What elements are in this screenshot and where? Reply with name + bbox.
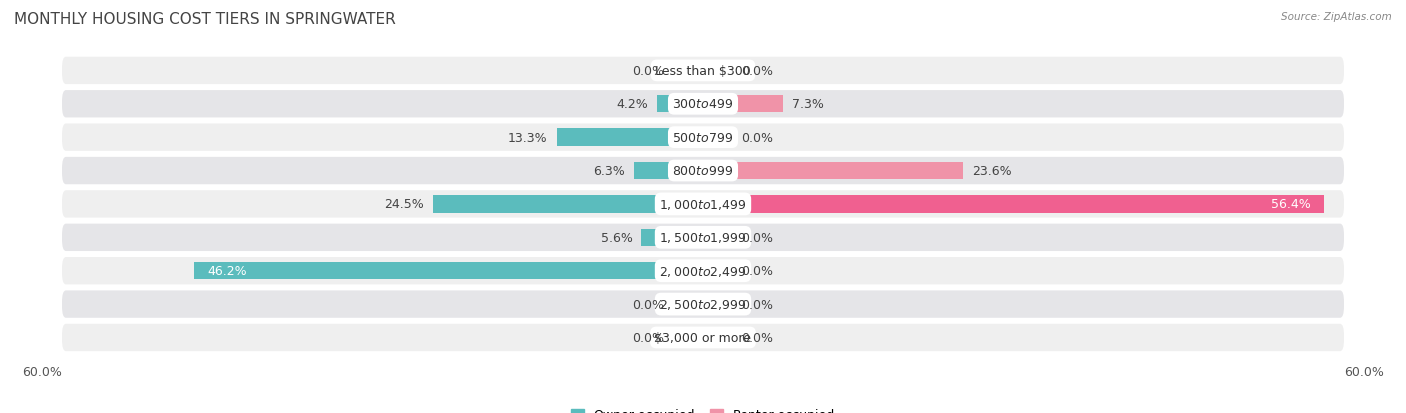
Bar [433, 196, 703, 213]
FancyBboxPatch shape [62, 324, 1344, 351]
Text: 7.3%: 7.3% [792, 98, 824, 111]
Text: 5.6%: 5.6% [600, 231, 633, 244]
FancyBboxPatch shape [62, 224, 1344, 252]
Text: Less than $300: Less than $300 [655, 65, 751, 78]
Bar [703, 96, 783, 113]
FancyBboxPatch shape [62, 157, 1344, 185]
Text: 46.2%: 46.2% [207, 265, 247, 278]
Text: $2,500 to $2,999: $2,500 to $2,999 [659, 297, 747, 311]
FancyBboxPatch shape [62, 57, 1344, 85]
Text: 0.0%: 0.0% [741, 65, 773, 78]
Bar [194, 262, 703, 280]
Text: $800 to $999: $800 to $999 [672, 165, 734, 178]
Text: $300 to $499: $300 to $499 [672, 98, 734, 111]
Text: 0.0%: 0.0% [633, 65, 665, 78]
Text: 0.0%: 0.0% [741, 331, 773, 344]
Text: 4.2%: 4.2% [616, 98, 648, 111]
Text: 0.0%: 0.0% [633, 331, 665, 344]
Legend: Owner-occupied, Renter-occupied: Owner-occupied, Renter-occupied [571, 408, 835, 413]
Text: MONTHLY HOUSING COST TIERS IN SPRINGWATER: MONTHLY HOUSING COST TIERS IN SPRINGWATE… [14, 12, 396, 27]
Text: $500 to $799: $500 to $799 [672, 131, 734, 144]
Bar [703, 196, 1324, 213]
Bar [703, 162, 963, 180]
Text: $1,500 to $1,999: $1,500 to $1,999 [659, 231, 747, 245]
Text: 24.5%: 24.5% [385, 198, 425, 211]
FancyBboxPatch shape [62, 91, 1344, 118]
Text: 56.4%: 56.4% [1271, 198, 1310, 211]
Text: 13.3%: 13.3% [508, 131, 548, 144]
Text: $1,000 to $1,499: $1,000 to $1,499 [659, 197, 747, 211]
Text: 6.3%: 6.3% [593, 165, 624, 178]
Text: 23.6%: 23.6% [972, 165, 1011, 178]
Bar [634, 162, 703, 180]
Text: 0.0%: 0.0% [741, 131, 773, 144]
FancyBboxPatch shape [62, 291, 1344, 318]
Bar [641, 229, 703, 247]
FancyBboxPatch shape [62, 257, 1344, 285]
FancyBboxPatch shape [62, 191, 1344, 218]
Text: 0.0%: 0.0% [741, 265, 773, 278]
Text: $3,000 or more: $3,000 or more [655, 331, 751, 344]
Bar [657, 96, 703, 113]
Text: Source: ZipAtlas.com: Source: ZipAtlas.com [1281, 12, 1392, 22]
Text: 0.0%: 0.0% [741, 298, 773, 311]
Text: 0.0%: 0.0% [633, 298, 665, 311]
Text: $2,000 to $2,499: $2,000 to $2,499 [659, 264, 747, 278]
Bar [557, 129, 703, 147]
FancyBboxPatch shape [62, 124, 1344, 152]
Text: 0.0%: 0.0% [741, 231, 773, 244]
